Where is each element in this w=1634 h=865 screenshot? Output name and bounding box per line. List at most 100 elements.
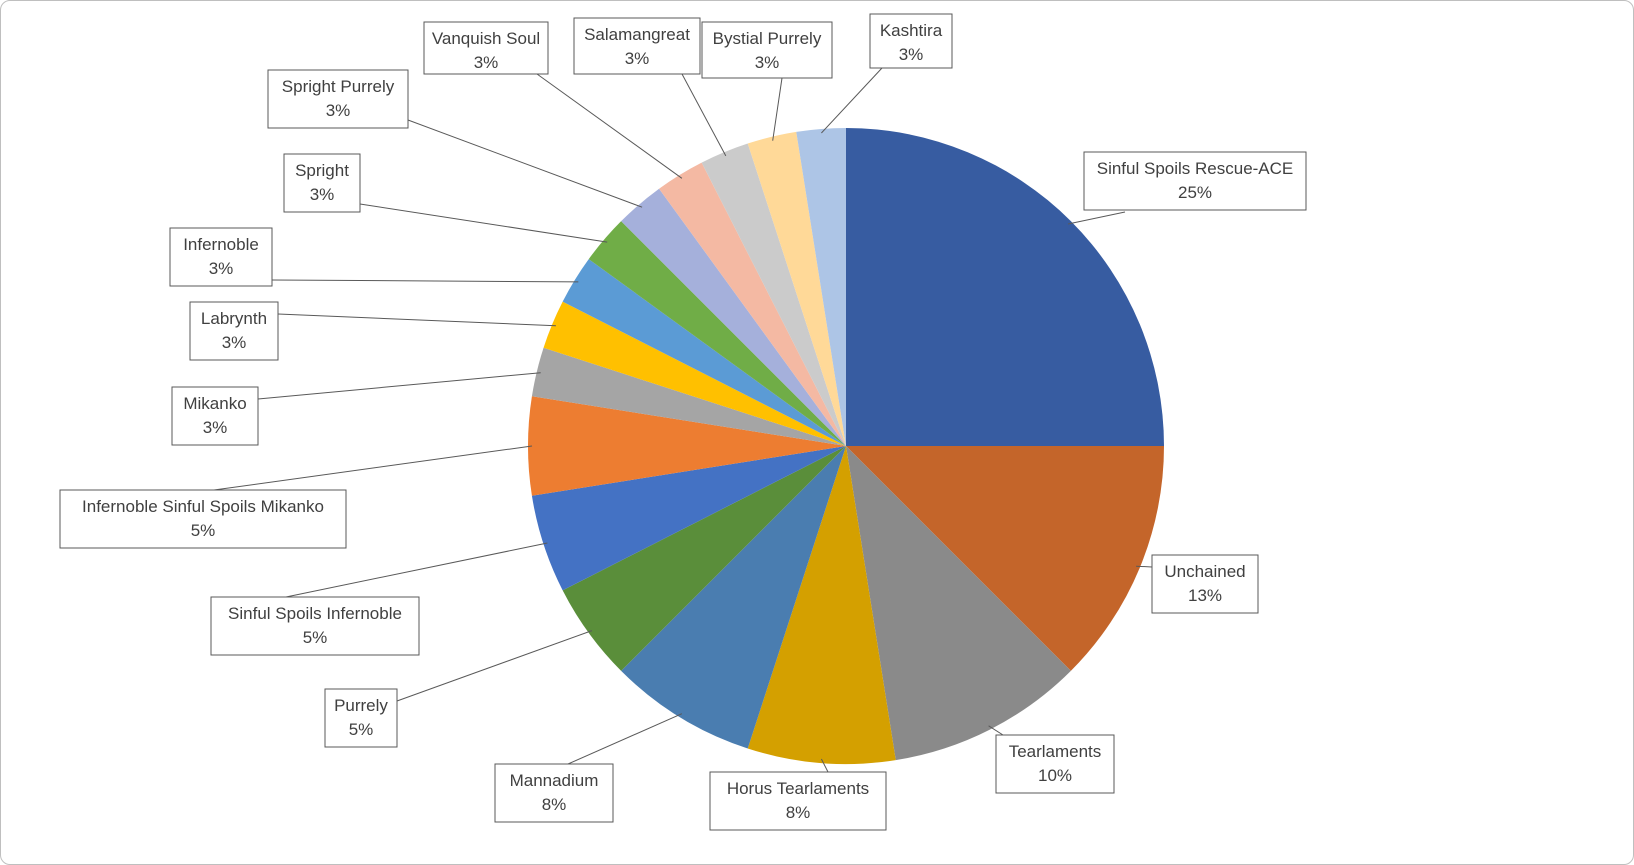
pie-slice-spright-purrely [621, 188, 846, 447]
data-label: Infernoble 3% [169, 227, 273, 287]
pie-slice-kashtira [796, 128, 846, 446]
data-label-percent: 3% [474, 53, 499, 72]
pie-slice-salamangreat [701, 143, 846, 446]
data-labels: Sinful Spoils Rescue-ACE 25% Unchained 13% T… [59, 13, 1307, 831]
data-label-percent: 5% [191, 521, 216, 540]
pie-slice-mannadium [621, 446, 846, 749]
data-label: Unchained 13% [1151, 554, 1259, 614]
leader-line [536, 73, 683, 179]
leader-line [821, 67, 883, 134]
data-label-category: Mannadium [510, 771, 599, 790]
pie-slice-bystial-purrely [747, 131, 846, 447]
data-label: Infernoble Sinful Spoils Mikanko 5% [59, 489, 347, 549]
data-label: Spright Purrely 3% [267, 69, 409, 129]
data-label-category: Kashtira [880, 21, 943, 40]
data-label-percent: 3% [899, 45, 924, 64]
leader-line [820, 758, 829, 773]
data-label-percent: 3% [222, 333, 247, 352]
data-label-category: Infernoble Sinful Spoils Mikanko [82, 497, 324, 516]
leader-line [1067, 211, 1126, 225]
pie-slice-unchained [846, 446, 1164, 671]
data-label-percent: 3% [209, 259, 234, 278]
data-label-box [494, 763, 614, 823]
data-label-box [573, 17, 701, 75]
data-label-category: Tearlaments [1009, 742, 1102, 761]
data-label-percent: 10% [1038, 766, 1072, 785]
data-label-category: Spright [295, 161, 349, 180]
data-label-box [995, 734, 1115, 794]
data-label: Kashtira 3% [869, 13, 953, 69]
data-label: Mannadium 8% [494, 763, 614, 823]
data-label-box [869, 13, 953, 69]
data-label-percent: 5% [349, 720, 374, 739]
data-label-percent: 5% [303, 628, 328, 647]
data-label-box [171, 386, 259, 446]
pie-slice-horus-tearlaments [747, 446, 896, 764]
leader-line [1136, 565, 1153, 568]
pie-slice-purrely [562, 446, 846, 671]
leader-line [396, 630, 593, 702]
data-label-category: Infernoble [183, 235, 259, 254]
leader-line [772, 77, 783, 141]
data-label-box [267, 69, 409, 129]
data-label-box [189, 301, 279, 361]
data-label-box [210, 596, 420, 656]
data-label: Sinful Spoils Rescue-ACE 25% [1083, 151, 1307, 211]
leader-line [988, 725, 1004, 736]
data-label-percent: 25% [1178, 183, 1212, 202]
data-label-category: Unchained [1164, 562, 1245, 581]
data-label-category: Bystial Purrely [713, 29, 822, 48]
data-label-box [709, 771, 887, 831]
pie-slices [528, 128, 1164, 764]
pie-slice-labrynth [543, 301, 846, 446]
leader-line [285, 542, 548, 598]
data-label-box [59, 489, 347, 549]
pie-slice-sinful-spoils-rescue-ace [846, 128, 1164, 446]
data-label-category: Labrynth [201, 309, 267, 328]
pie-slice-spright [588, 221, 846, 446]
data-label-box [423, 21, 549, 75]
data-label-category: Sinful Spoils Rescue-ACE [1097, 159, 1294, 178]
data-label-box [283, 153, 361, 213]
leader-line [407, 119, 643, 208]
data-label-percent: 8% [786, 803, 811, 822]
data-label: Tearlaments 10% [995, 734, 1115, 794]
pie-slice-infernoble [562, 259, 846, 446]
pie-slice-mikanko [531, 347, 846, 446]
data-label-category: Horus Tearlaments [727, 779, 869, 798]
leader-lines [213, 67, 1153, 773]
data-label-percent: 3% [625, 49, 650, 68]
data-label-category: Purrely [334, 696, 388, 715]
data-label-category: Sinful Spoils Infernoble [228, 604, 402, 623]
data-label-box [1151, 554, 1259, 614]
leader-line [567, 713, 683, 765]
data-label-box [324, 688, 398, 748]
leader-line [681, 73, 727, 157]
data-label-percent: 13% [1188, 586, 1222, 605]
data-label: Purrely 5% [324, 688, 398, 748]
leader-line [271, 279, 579, 283]
data-label-category: Vanquish Soul [432, 29, 540, 48]
data-label-percent: 3% [310, 185, 335, 204]
data-label: Mikanko 3% [171, 386, 259, 446]
data-label-percent: 3% [203, 418, 228, 437]
pie-slice-sinful-spoils-infernoble [531, 446, 846, 591]
data-label: Spright 3% [283, 153, 361, 213]
data-label-box [169, 227, 273, 287]
data-label-percent: 3% [326, 101, 351, 120]
leader-line [359, 203, 608, 243]
data-label: Bystial Purrely 3% [701, 21, 833, 79]
data-label: Horus Tearlaments 8% [709, 771, 887, 831]
data-label: Salamangreat 3% [573, 17, 701, 75]
data-label-percent: 3% [755, 53, 780, 72]
data-label-box [1083, 151, 1307, 211]
pie-slice-vanquish-soul [659, 162, 846, 446]
data-label-box [701, 21, 833, 79]
leader-line [213, 445, 533, 491]
data-label: Labrynth 3% [189, 301, 279, 361]
leader-line [277, 313, 556, 327]
data-label-percent: 8% [542, 795, 567, 814]
pie-slice-tearlaments [846, 446, 1071, 761]
data-label: Sinful Spoils Infernoble 5% [210, 596, 420, 656]
